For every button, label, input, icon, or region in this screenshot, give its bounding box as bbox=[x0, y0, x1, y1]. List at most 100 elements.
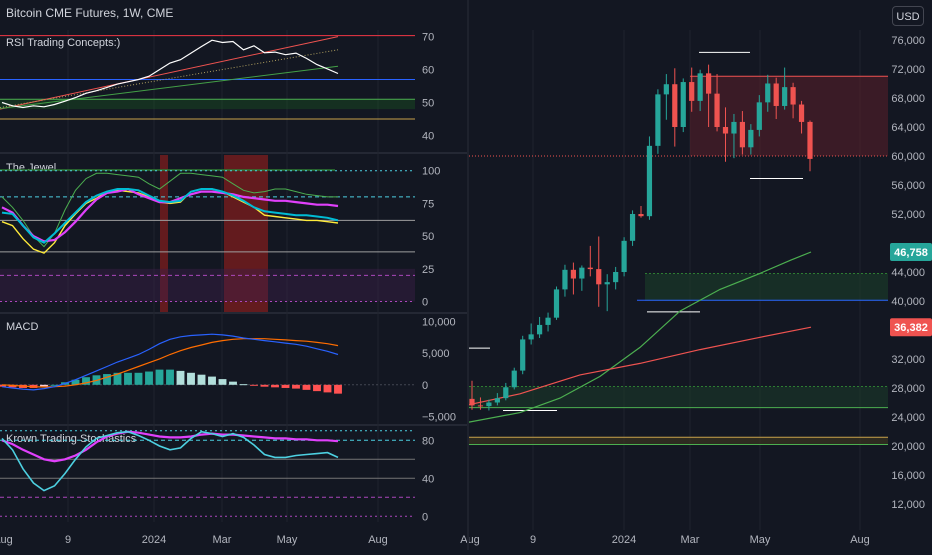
candle-body[interactable] bbox=[663, 84, 669, 95]
y-tick-label: 40,000 bbox=[891, 296, 925, 308]
y-tick-label: 76,000 bbox=[891, 35, 925, 47]
y-tick-label: 75 bbox=[422, 198, 434, 210]
y-tick-label: 10,000 bbox=[422, 317, 456, 329]
macd-histogram-bar bbox=[113, 372, 122, 385]
candle-body[interactable] bbox=[714, 93, 720, 127]
candle-body[interactable] bbox=[587, 267, 593, 270]
y-tick-label: 24,000 bbox=[891, 412, 925, 424]
macd-histogram-bar bbox=[239, 384, 248, 386]
rsi-line bbox=[1, 39, 339, 109]
candle-body[interactable] bbox=[477, 405, 484, 407]
y-tick-label: 50 bbox=[422, 231, 434, 243]
macd-signal-line bbox=[1, 338, 339, 388]
candle-body[interactable] bbox=[655, 94, 661, 146]
macd-histogram-bar bbox=[155, 369, 164, 385]
y-tick-label: 68,000 bbox=[891, 93, 925, 105]
candle-body[interactable] bbox=[570, 269, 576, 279]
candle-body[interactable] bbox=[731, 121, 737, 134]
candle-body[interactable] bbox=[494, 398, 500, 403]
macd-histogram-bar bbox=[145, 371, 153, 385]
currency-button[interactable]: USD bbox=[892, 6, 924, 26]
candle-body[interactable] bbox=[748, 129, 754, 148]
candle-body[interactable] bbox=[706, 73, 712, 94]
jewel-oversold-zone bbox=[0, 268, 415, 302]
candle-body[interactable] bbox=[790, 87, 796, 105]
macd-histogram-bar bbox=[281, 384, 290, 388]
candle-body[interactable] bbox=[807, 121, 813, 159]
y-tick-label: 60,000 bbox=[891, 151, 925, 163]
y-tick-label: 44,000 bbox=[891, 267, 925, 279]
macd-histogram-bar bbox=[166, 369, 174, 385]
candle-body[interactable] bbox=[486, 402, 492, 407]
y-tick-label: 16,000 bbox=[891, 470, 925, 482]
chart-title: Bitcoin CME Futures, 1W, CME bbox=[6, 6, 174, 20]
candle-body[interactable] bbox=[638, 214, 644, 217]
candle-body[interactable] bbox=[782, 87, 788, 106]
rsi-trendline-lower bbox=[0, 65, 339, 109]
candle-body[interactable] bbox=[765, 83, 771, 103]
y-tick-label: 52,000 bbox=[891, 209, 925, 221]
macd-histogram-bar bbox=[313, 384, 321, 392]
price-label-tag bbox=[890, 243, 932, 262]
candle-body[interactable] bbox=[773, 83, 779, 106]
macd-histogram-bar bbox=[187, 372, 195, 385]
pane-separator[interactable] bbox=[467, 0, 469, 550]
candle-body[interactable] bbox=[672, 84, 678, 127]
candle-body[interactable] bbox=[722, 127, 729, 134]
candle-body[interactable] bbox=[756, 102, 762, 130]
y-tick-label: 60 bbox=[422, 65, 434, 77]
macd-histogram-bar bbox=[124, 372, 132, 385]
candle-body[interactable] bbox=[629, 214, 636, 241]
candle-body[interactable] bbox=[621, 240, 627, 272]
moving-average-slow bbox=[468, 326, 812, 406]
jewel-line bbox=[1, 188, 339, 254]
candle-body[interactable] bbox=[579, 267, 585, 279]
y-tick-label: 28,000 bbox=[891, 383, 925, 395]
candle-body[interactable] bbox=[596, 269, 602, 285]
macd-histogram-bar bbox=[103, 374, 111, 385]
candle-body[interactable] bbox=[469, 398, 475, 406]
y-tick-label: 0 bbox=[422, 297, 428, 309]
macd-histogram-bar bbox=[229, 381, 237, 385]
candle-body[interactable] bbox=[646, 145, 653, 217]
candle-body[interactable] bbox=[528, 334, 534, 340]
price-label-text: 36,382 bbox=[894, 322, 928, 334]
macd-histogram-bar bbox=[302, 384, 311, 390]
y-tick-label: 0 bbox=[422, 380, 428, 392]
macd-histogram-bar bbox=[292, 384, 300, 389]
supply-zone bbox=[690, 76, 888, 156]
candle-body[interactable] bbox=[562, 269, 568, 290]
macd-histogram-bar bbox=[250, 384, 258, 386]
candle-body[interactable] bbox=[553, 289, 560, 318]
moving-average-fast bbox=[468, 251, 812, 423]
candle-body[interactable] bbox=[520, 339, 526, 371]
stoch-k-line bbox=[1, 430, 339, 492]
y-tick-label: 40 bbox=[422, 473, 434, 485]
candle-body[interactable] bbox=[613, 272, 619, 283]
candle-body[interactable] bbox=[604, 282, 610, 285]
time-axis-label: May bbox=[277, 534, 298, 546]
candle-body[interactable] bbox=[739, 121, 745, 148]
candle-body[interactable] bbox=[689, 82, 695, 101]
macd-histogram-bar bbox=[82, 377, 90, 385]
macd-histogram-bar bbox=[8, 384, 17, 388]
candle-body[interactable] bbox=[545, 317, 551, 325]
y-tick-label: 0 bbox=[422, 511, 428, 523]
time-axis-label: Aug bbox=[0, 534, 13, 546]
candle-body[interactable] bbox=[537, 324, 543, 335]
macd-line bbox=[1, 333, 339, 391]
y-tick-label: 12,000 bbox=[891, 499, 925, 511]
candle-body[interactable] bbox=[798, 104, 805, 122]
macd-histogram-bar bbox=[197, 374, 206, 385]
candle-body[interactable] bbox=[697, 73, 703, 101]
demand-zone bbox=[645, 273, 888, 301]
indicator-title: MACD bbox=[6, 321, 38, 333]
macd-histogram-bar bbox=[271, 384, 279, 388]
candle-body[interactable] bbox=[680, 82, 686, 127]
candle-body[interactable] bbox=[503, 387, 509, 399]
y-tick-label: 70 bbox=[422, 32, 434, 44]
macd-histogram-bar bbox=[260, 384, 269, 387]
candle-body[interactable] bbox=[511, 370, 517, 388]
